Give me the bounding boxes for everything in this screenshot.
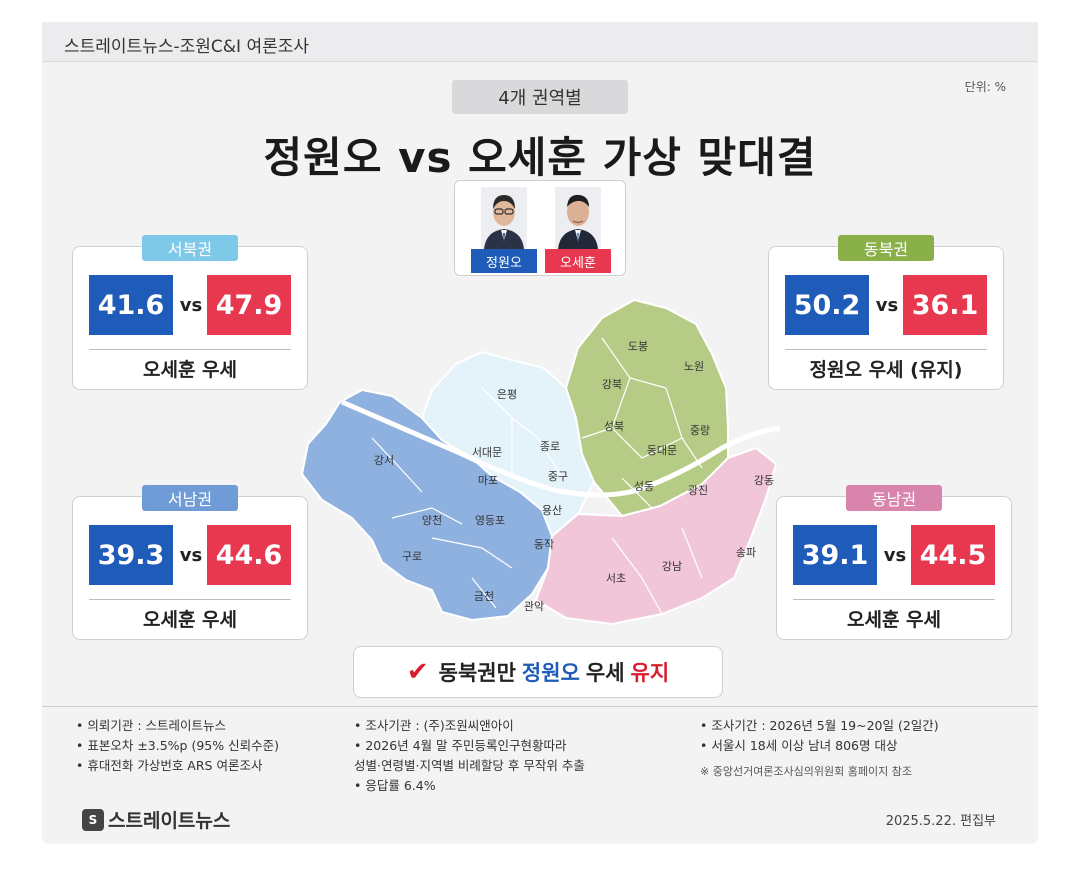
result-part1: 동북권만: [438, 661, 516, 685]
region-box-northwest: 서북권 41.6 vs 47.9 오세훈 우세: [72, 235, 308, 390]
region-name-southeast: 동남권: [846, 485, 942, 511]
logo: S 스트레이트뉴스: [82, 806, 230, 833]
divider: [89, 349, 291, 350]
district-label: 동대문: [647, 444, 677, 457]
region-name-northwest: 서북권: [142, 235, 238, 261]
seoul-district-map: 은평 서대문 마포 종로 중구 용산 도봉 노원 강북 성북 중랑 동대문 성동…: [300, 298, 781, 626]
check-icon: ✔: [406, 657, 429, 687]
district-label: 성북: [604, 420, 624, 433]
region-box-southwest: 서남권 39.3 vs 44.6 오세훈 우세: [72, 485, 308, 640]
footer-text: • 휴대전화 가상번호 ARS 여론조사: [76, 758, 263, 773]
district-label: 강동: [754, 474, 774, 487]
district-label: 노원: [684, 360, 704, 373]
district-label: 서초: [606, 572, 626, 585]
district-label: 도봉: [628, 340, 648, 353]
logo-text: 스트레이트뉴스: [108, 810, 231, 832]
district-label: 양천: [422, 513, 442, 527]
footer-text: • 응답률 6.4%: [354, 778, 436, 793]
verdict-northeast: 정원오 우세 (유지): [809, 359, 963, 381]
footer-divider: [42, 706, 1038, 707]
map-area-northeast: [564, 298, 729, 518]
district-label: 중랑: [690, 424, 710, 437]
district-label: 마포: [478, 474, 498, 487]
region-box-southeast: 동남권 39.1 vs 44.5 오세훈 우세: [776, 485, 1012, 640]
district-label: 성동: [634, 480, 654, 493]
result-part2: 정원오: [521, 661, 580, 685]
district-label: 용산: [542, 504, 562, 517]
region-box-northeast: 동북권 50.2 vs 36.1 정원오 우세 (유지): [768, 235, 1004, 390]
candidate-oh: 오세훈: [545, 187, 611, 273]
district-borders: [371, 337, 703, 615]
district-labels: 은평 서대문 마포 종로 중구 용산 도봉 노원 강북 성북 중랑 동대문 성동…: [374, 340, 774, 613]
district-label: 구로: [402, 550, 422, 563]
result-part3: 우세: [585, 661, 625, 685]
score-oh-northwest: 47.9: [207, 275, 291, 335]
subtitle-text: 4개 권역별: [498, 88, 582, 109]
candidate-jung-name: 정원오: [471, 249, 537, 273]
result-banner: ✔ 동북권만 정원오 우세 유지: [353, 646, 723, 698]
result-part4: 유지: [630, 661, 670, 685]
publish-date: 2025.5.22. 편집부: [885, 814, 996, 829]
page-title: 정원오 vs 오세훈 가상 맞대결: [263, 133, 817, 182]
district-label: 송파: [736, 546, 756, 559]
infographic-card: 스트레이트뉴스-조원C&I 여론조사 4개 권역별 단위: % 정원오 vs 오…: [42, 22, 1038, 844]
candidates-panel: 정원오 오세훈: [454, 180, 626, 276]
score-oh-northeast: 36.1: [903, 275, 987, 335]
footer-text: • 조사기간 : 2026년 5월 19~20일 (2일간): [700, 718, 939, 733]
divider: [785, 349, 987, 350]
district-label: 관악: [524, 600, 544, 613]
district-label: 금천: [474, 589, 494, 603]
footer-column-2: • 조사기관 : (주)조원씨앤아이 • 2026년 4월 말 주민등록인구현황…: [354, 716, 585, 796]
subtitle-pill: 4개 권역별: [452, 80, 628, 114]
footer-text: • 2026년 4월 말 주민등록인구현황따라: [354, 738, 567, 753]
han-river: [341, 399, 781, 498]
vs-label: vs: [179, 544, 203, 566]
score-oh-southeast: 44.5: [911, 525, 995, 585]
district-label: 강북: [602, 378, 622, 391]
footer-column-1: • 의뢰기관 : 스트레이트뉴스 • 표본오차 ±3.5%p (95% 신뢰수준…: [76, 716, 279, 776]
score-oh-southwest: 44.6: [207, 525, 291, 585]
header-bar: 스트레이트뉴스-조원C&I 여론조사: [42, 22, 1038, 62]
score-jung-southeast: 39.1: [793, 525, 877, 585]
district-label: 종로: [540, 440, 560, 453]
unit-label: 단위: %: [964, 80, 1006, 94]
score-jung-northwest: 41.6: [89, 275, 173, 335]
vs-label: vs: [883, 544, 907, 566]
region-name-southwest: 서남권: [142, 485, 238, 511]
divider: [793, 599, 995, 600]
region-name-northeast: 동북권: [838, 235, 934, 261]
district-label: 중구: [548, 470, 568, 483]
footer-note: ※ 중앙선거여론조사심의위원회 홈페이지 참조: [700, 765, 912, 778]
score-jung-southwest: 39.3: [89, 525, 173, 585]
district-label: 영등포: [475, 514, 505, 527]
footer-text: 성별·연령별·지역별 비례할당 후 무작위 추출: [354, 758, 585, 773]
divider: [89, 599, 291, 600]
footer-text: • 표본오차 ±3.5%p (95% 신뢰수준): [76, 738, 279, 753]
district-label: 은평: [497, 388, 517, 401]
verdict-southwest: 오세훈 우세: [142, 609, 237, 631]
vs-label: vs: [875, 294, 899, 316]
footer-text: • 조사기관 : (주)조원씨앤아이: [354, 718, 514, 733]
logo-badge-icon: S: [82, 808, 104, 831]
vs-label: vs: [179, 294, 203, 316]
verdict-northwest: 오세훈 우세: [142, 359, 237, 381]
score-jung-northeast: 50.2: [785, 275, 869, 335]
candidate-jung: 정원오: [471, 187, 537, 273]
district-label: 강남: [662, 560, 682, 573]
header-source: 스트레이트뉴스-조원C&I 여론조사: [64, 37, 309, 57]
candidate-oh-name: 오세훈: [545, 249, 611, 273]
district-label: 광진: [688, 484, 708, 497]
candidate-oh-photo-icon: [555, 187, 601, 249]
footer-text: • 의뢰기관 : 스트레이트뉴스: [76, 718, 227, 733]
candidate-jung-photo-icon: [481, 187, 527, 249]
district-label: 강서: [374, 454, 394, 467]
footer-column-3: • 조사기간 : 2026년 5월 19~20일 (2일간) • 서울시 18세…: [700, 716, 939, 782]
district-label: 동작: [534, 538, 554, 551]
verdict-southeast: 오세훈 우세: [846, 609, 941, 631]
footer-text: • 서울시 18세 이상 남녀 806명 대상: [700, 738, 898, 753]
district-label: 서대문: [472, 446, 502, 459]
